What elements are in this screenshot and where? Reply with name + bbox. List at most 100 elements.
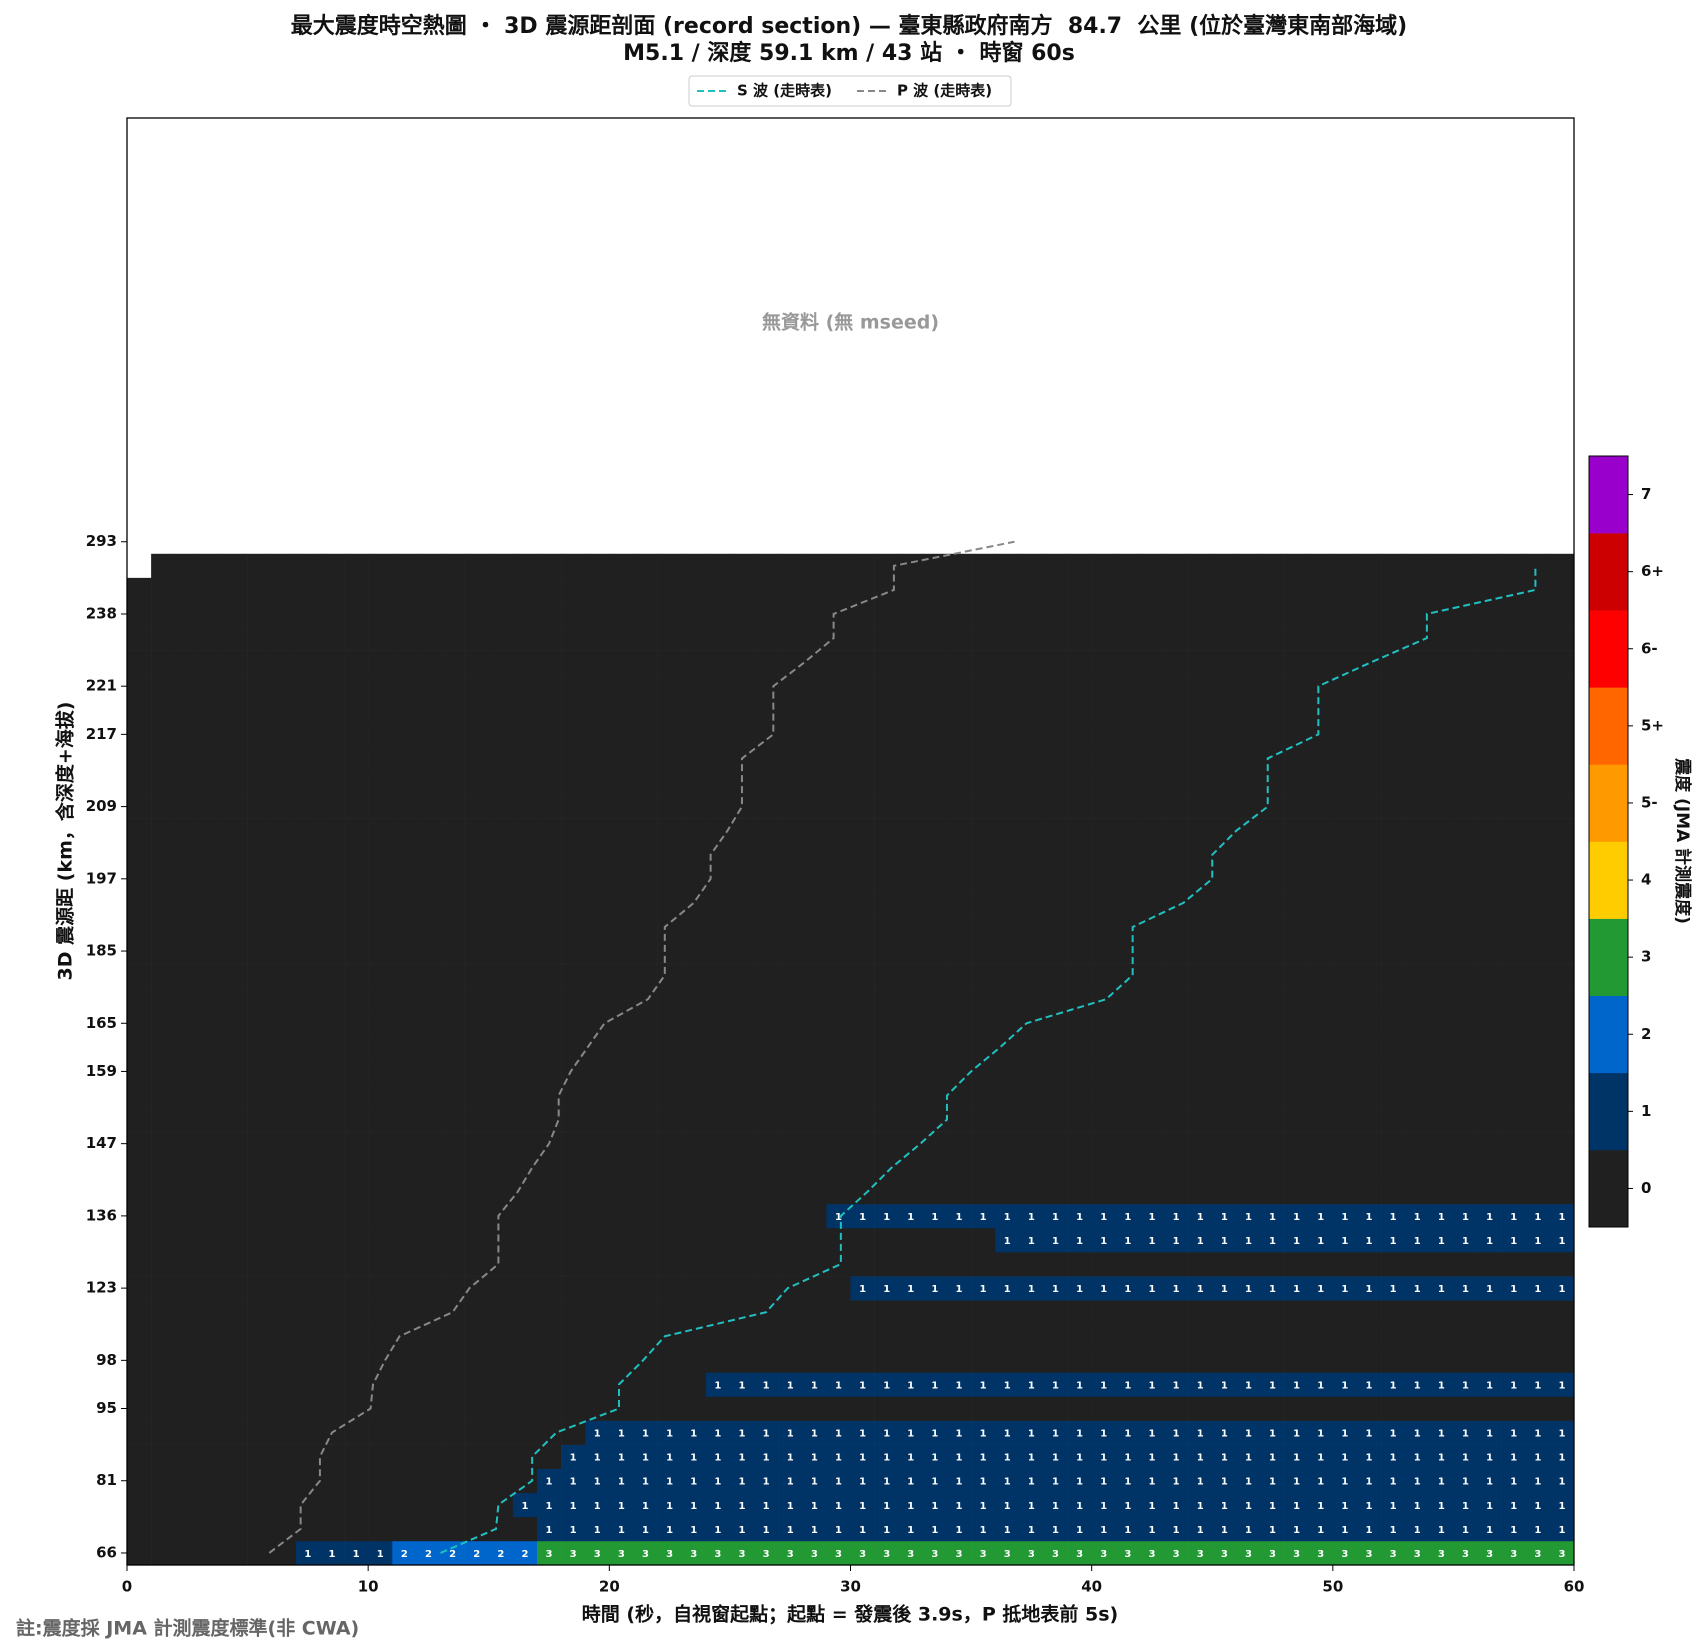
heatmap-cell	[585, 987, 610, 1012]
heatmap-cell	[561, 1444, 586, 1469]
y-tick-label: 217	[86, 725, 117, 743]
heatmap-cell	[1525, 818, 1551, 844]
heatmap-cell	[416, 1252, 441, 1277]
heatmap-cell	[1212, 1252, 1237, 1277]
heatmap-cell	[609, 1372, 634, 1397]
cell-label: 1	[1341, 1477, 1348, 1488]
heatmap-cell	[633, 890, 658, 916]
heatmap-cell	[946, 963, 972, 988]
cell-label: 1	[1245, 1525, 1252, 1536]
heatmap-cell	[536, 987, 562, 1012]
heatmap-cell	[1164, 1011, 1189, 1036]
heatmap-cell	[1260, 1276, 1285, 1301]
heatmap-cell	[1139, 1083, 1165, 1108]
heatmap-cell	[512, 1155, 538, 1181]
heatmap-cell	[1091, 939, 1117, 964]
heatmap-cell	[223, 1492, 248, 1518]
heatmap-cell	[1501, 650, 1527, 675]
heatmap-cell	[1236, 1155, 1261, 1181]
heatmap-cell	[754, 1059, 779, 1084]
cell-label: 1	[811, 1525, 818, 1536]
heatmap-cell	[127, 1324, 152, 1349]
heatmap-cell	[609, 1227, 634, 1253]
heatmap-cell	[778, 1203, 803, 1229]
heatmap-cell	[729, 914, 755, 940]
cell-label: 1	[1414, 1429, 1421, 1440]
heatmap-cell	[416, 722, 441, 747]
heatmap-cell	[1501, 987, 1527, 1012]
heatmap-cell	[802, 818, 827, 844]
heatmap-cell	[1549, 601, 1575, 627]
y-tick-label: 165	[86, 1014, 117, 1032]
heatmap-cell	[536, 1372, 562, 1397]
heatmap-cell	[319, 1107, 345, 1132]
heatmap-cell	[802, 1492, 827, 1518]
cell-label: 1	[1317, 1477, 1324, 1488]
cell-label: 1	[1462, 1477, 1469, 1488]
heatmap-cell	[754, 1252, 779, 1277]
heatmap-cell	[1453, 1444, 1478, 1469]
heatmap-cell	[512, 890, 538, 916]
heatmap-cell	[1308, 890, 1334, 916]
heatmap-cell	[1405, 1372, 1430, 1397]
heatmap-cell	[1381, 1252, 1406, 1277]
heatmap-cell	[1477, 1035, 1502, 1060]
heatmap-cell	[512, 1300, 538, 1325]
heatmap-cell	[826, 1276, 851, 1301]
heatmap-cell	[295, 1203, 321, 1229]
x-tick-label: 20	[599, 1578, 620, 1596]
heatmap-cell	[1332, 1348, 1358, 1373]
heatmap-cell	[1332, 1107, 1358, 1132]
heatmap-cell	[946, 1396, 972, 1421]
heatmap-cell	[199, 794, 224, 819]
heatmap-cell	[609, 866, 634, 892]
heatmap-cell	[319, 1011, 345, 1036]
heatmap-cell	[344, 1035, 369, 1060]
cell-label: 1	[859, 1212, 866, 1223]
heatmap-cell	[1188, 1011, 1213, 1036]
heatmap-cell	[512, 1324, 538, 1349]
heatmap-cell	[536, 1035, 562, 1060]
heatmap-cell	[1308, 698, 1334, 723]
heatmap-cell	[1067, 1396, 1092, 1421]
heatmap-cell	[295, 1179, 321, 1205]
heatmap-cell	[1429, 1372, 1454, 1397]
heatmap-cell	[488, 794, 514, 819]
heatmap-cell	[488, 650, 514, 675]
heatmap-cell	[1067, 770, 1092, 795]
heatmap-cell	[1429, 866, 1454, 892]
heatmap-cell	[1381, 1227, 1406, 1253]
heatmap-cell	[271, 914, 297, 940]
heatmap-cell	[1453, 1155, 1478, 1181]
heatmap-cell	[1429, 1300, 1454, 1325]
heatmap-cell	[826, 890, 851, 916]
heatmap-cell	[1477, 698, 1502, 723]
heatmap-cell	[971, 1276, 996, 1301]
heatmap-cell	[561, 770, 586, 795]
heatmap-cell	[488, 770, 514, 795]
heatmap-cell	[1236, 1252, 1261, 1277]
heatmap-cell	[488, 1227, 514, 1253]
heatmap-cell	[247, 601, 272, 627]
heatmap-cell	[1164, 1179, 1189, 1205]
heatmap-cell	[416, 1492, 441, 1518]
heatmap-cell	[368, 1107, 393, 1132]
heatmap-cell	[1381, 601, 1406, 627]
heatmap-cell	[802, 1203, 827, 1229]
heatmap-cell	[922, 746, 948, 771]
heatmap-cell	[874, 1540, 900, 1566]
heatmap-cell	[1284, 553, 1310, 579]
heatmap-cell	[1188, 601, 1213, 627]
heatmap-cell	[1501, 553, 1527, 579]
heatmap-cell	[416, 1179, 441, 1205]
heatmap-cell	[826, 1203, 851, 1229]
cell-label: 1	[811, 1429, 818, 1440]
heatmap-cell	[946, 698, 972, 723]
heatmap-cell	[295, 770, 321, 795]
heatmap-cell	[729, 553, 755, 579]
heatmap-cell	[488, 1444, 514, 1469]
heatmap-cell	[488, 1011, 514, 1036]
heatmap-cell	[826, 1348, 851, 1373]
heatmap-cell	[1091, 1252, 1117, 1277]
heatmap-cell	[464, 698, 490, 723]
